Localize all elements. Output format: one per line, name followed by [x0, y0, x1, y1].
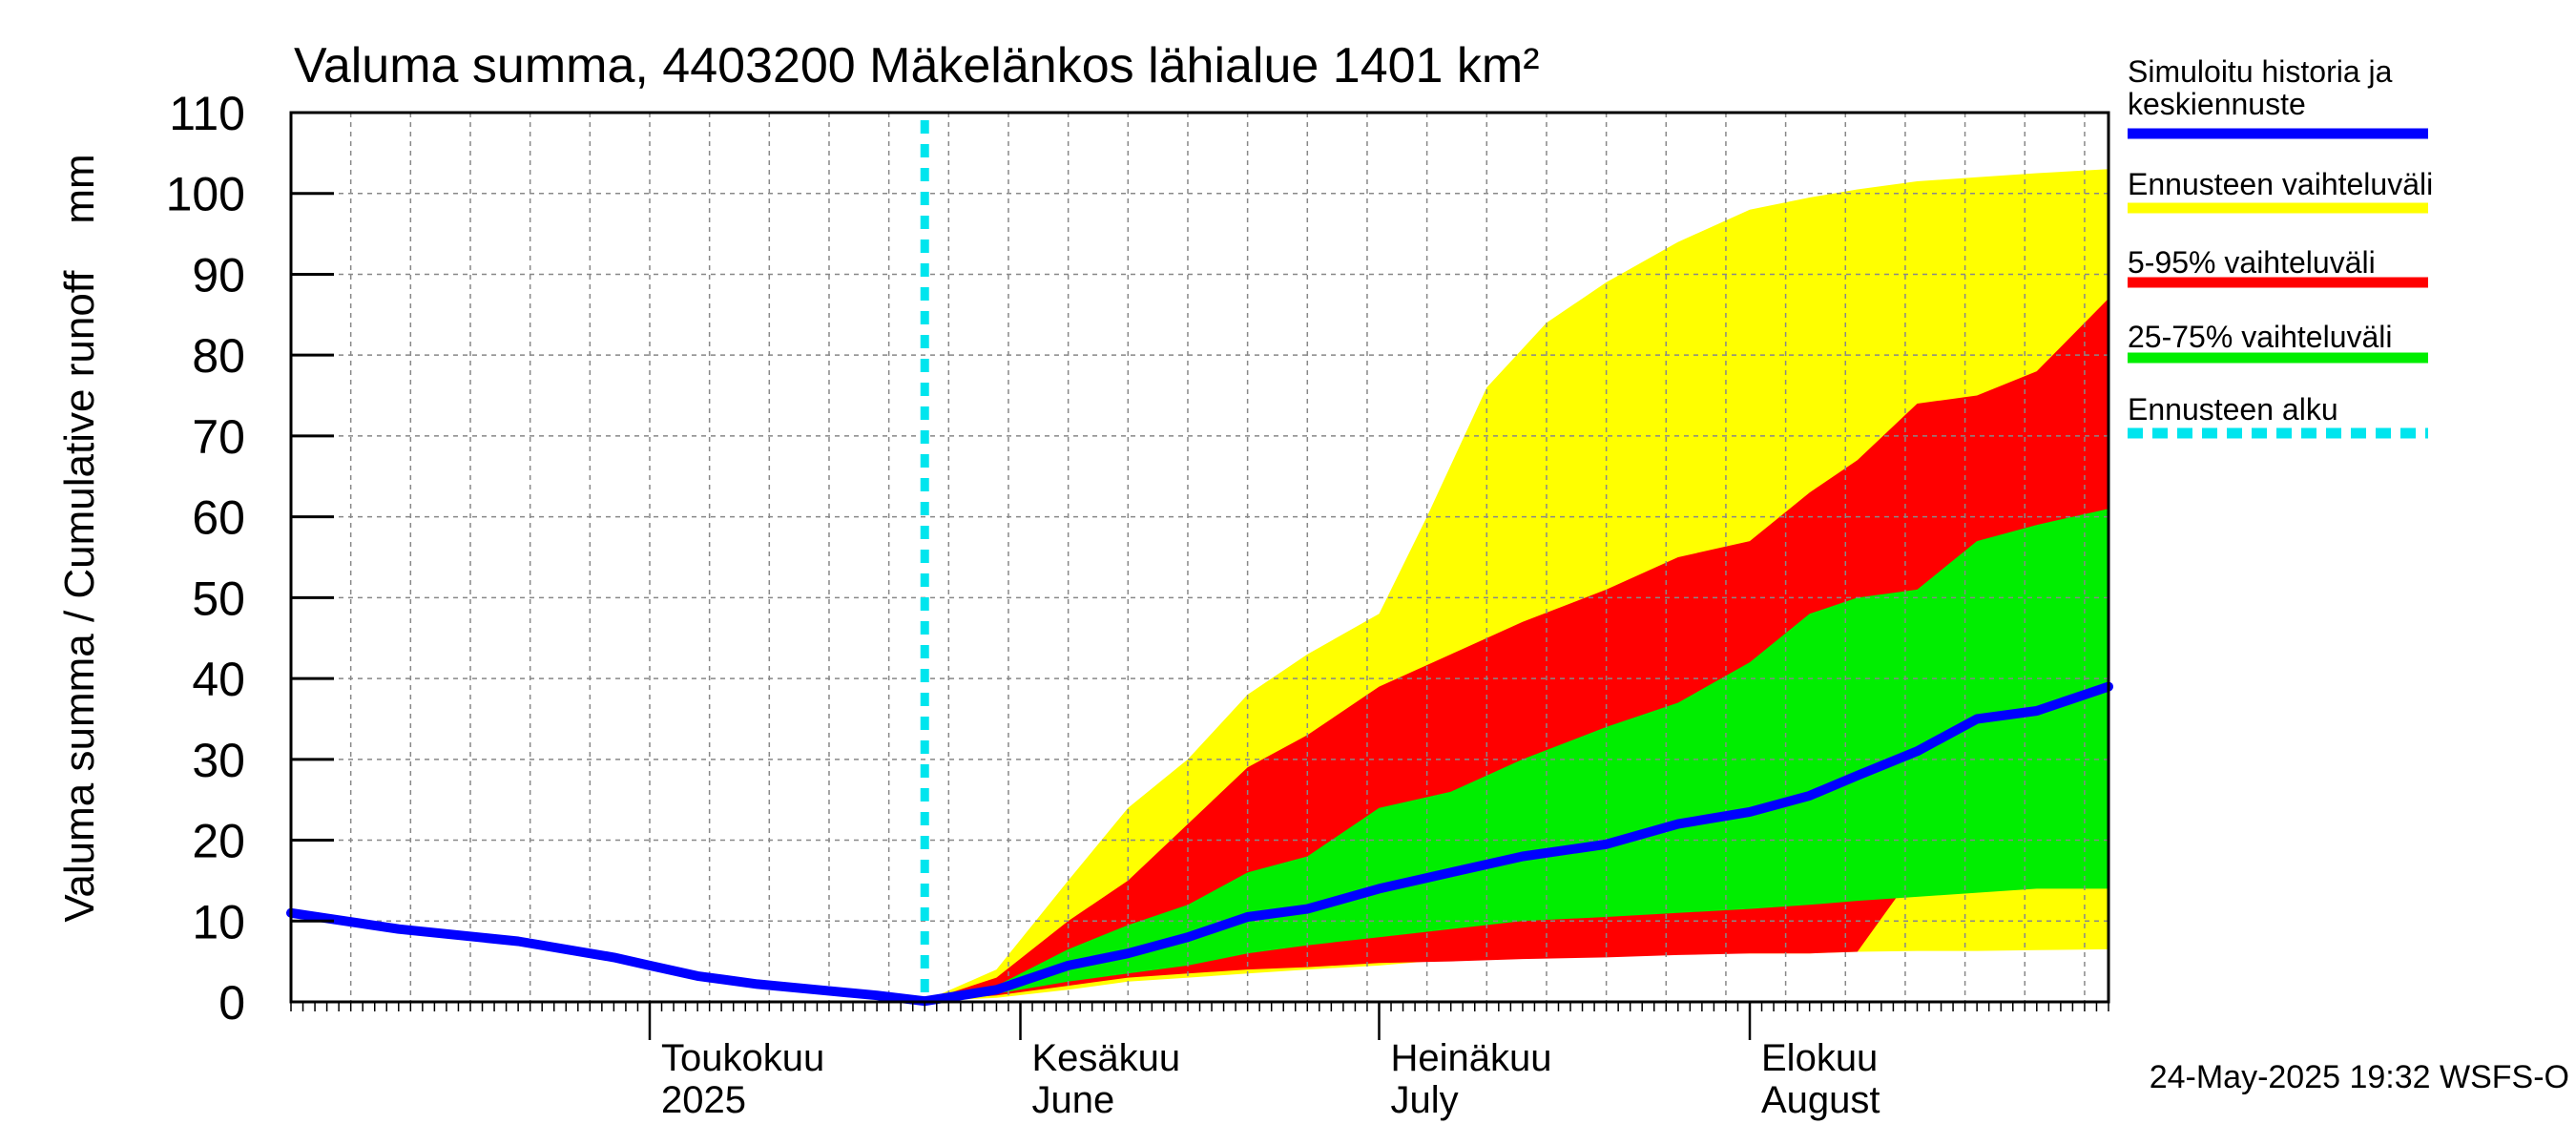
- x-month-sublabel: June: [1032, 1079, 1115, 1121]
- x-month-sublabel: 2025: [661, 1079, 746, 1121]
- y-tick-label: 100: [166, 168, 245, 221]
- median-forecast-line: [920, 681, 2113, 1007]
- y-tick-label: 10: [192, 895, 245, 948]
- y-tick-label: 80: [192, 329, 245, 383]
- x-month-label: Elokuu: [1761, 1037, 1878, 1079]
- y-tick-label: 110: [169, 87, 245, 140]
- timestamp-footer: 24-May-2025 19:32 WSFS-O: [2150, 1059, 2569, 1095]
- y-tick-label: 50: [192, 572, 245, 625]
- y-tick-label: 30: [192, 734, 245, 787]
- legend-label: 5-95% vaihteluväli: [2128, 245, 2376, 280]
- y-tick-label: 60: [192, 491, 245, 545]
- y-tick-label: 20: [192, 815, 245, 868]
- chart-title: Valuma summa, 4403200 Mäkelänkos lähialu…: [294, 38, 1540, 94]
- legend-label: keskiennuste: [2128, 87, 2306, 121]
- legend-label: Ennusteen vaihteluväli: [2128, 167, 2433, 201]
- legend-label: Simuloitu historia ja: [2128, 54, 2393, 89]
- series-lines: [286, 120, 2113, 1007]
- band-25-75: [924, 509, 2109, 1002]
- y-tick-label: 0: [218, 976, 245, 1030]
- y-axis-label: Valuma summa / Cumulative runoff mm: [56, 154, 103, 922]
- y-tick-label: 70: [192, 410, 245, 464]
- x-month-sublabel: August: [1761, 1079, 1880, 1121]
- x-month-label: Heinäkuu: [1390, 1037, 1551, 1079]
- x-month-sublabel: July: [1390, 1079, 1458, 1121]
- legend-label: Ennusteen alku: [2128, 392, 2338, 427]
- y-tick-label: 40: [192, 653, 245, 706]
- legend-label: 25-75% vaihteluväli: [2128, 320, 2393, 354]
- grid-lines: [291, 113, 2109, 1002]
- history-line: [286, 907, 930, 1007]
- y-tick-label: 90: [192, 248, 245, 302]
- x-month-label: Kesäkuu: [1032, 1037, 1181, 1079]
- x-month-label: Toukokuu: [661, 1037, 824, 1079]
